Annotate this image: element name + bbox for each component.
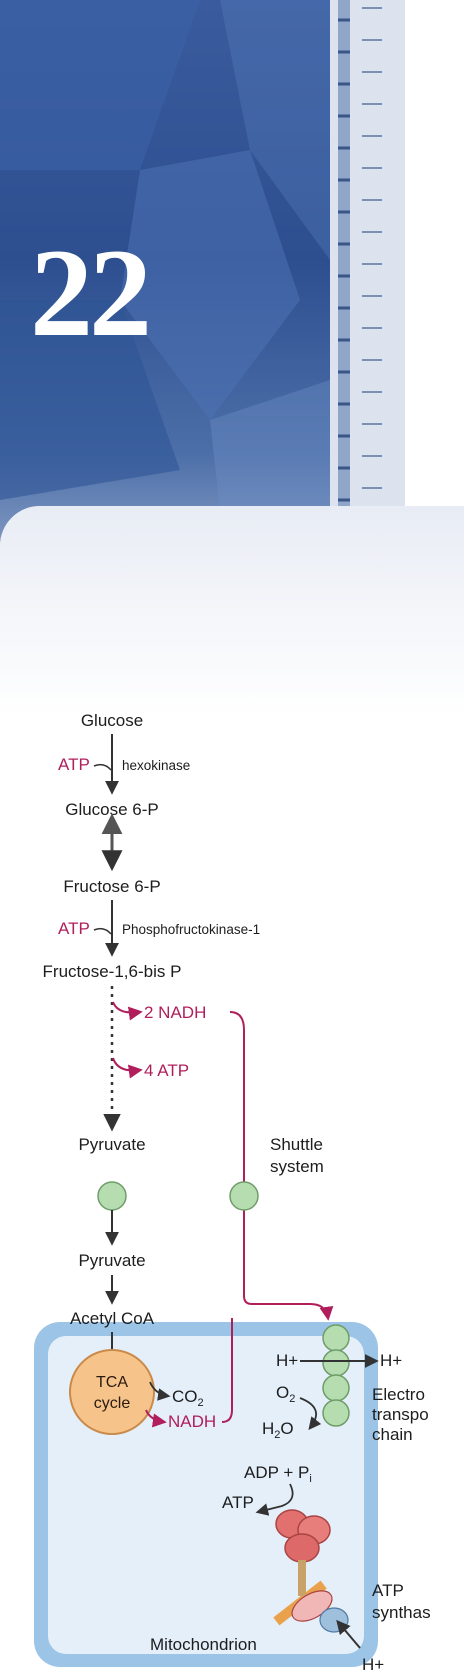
fructose-bisp-label: Fructose-1,6-bis P [43,962,182,981]
nadh-to-etc-path [221,1318,233,1423]
fructose-6p-label: Fructose 6-P [63,877,160,896]
atp-4-label: 4 ATP [144,1061,189,1080]
mitochondrion-label: Mitochondrion [150,1635,257,1654]
pfk1-label: Phosphofructokinase-1 [122,922,260,937]
etc-label-3: chain [372,1425,413,1444]
shuttle-label-1: Shuttle [270,1135,323,1154]
etc-complex-1 [322,1324,350,1352]
atp-hexokinase-label: ATP [58,755,90,774]
pyruvate-transporter [97,1181,127,1211]
atp-synthase-label-1: ATP [372,1581,404,1600]
pyruvate-matrix-label: Pyruvate [78,1251,145,1270]
atp-4-branch-arrow [112,1057,143,1079]
o2-label: O2 [276,1383,295,1405]
tca-label-2: cycle [94,1395,131,1412]
nadh-matrix-label: NADH [168,1412,216,1431]
acetyl-coa-label: Acetyl CoA [70,1309,155,1328]
arrow-tca-to-nadh [145,1409,167,1428]
arrow-tca-to-co2 [149,1381,171,1401]
etc-complex-4 [322,1399,350,1427]
shuttle-label-2: system [270,1157,324,1176]
arrow-adp-to-atp [255,1483,294,1516]
atp-matrix-label: ATP [222,1493,254,1512]
etc-label-1: Electro [372,1385,425,1404]
atp-synthase [273,1509,349,1633]
etc-label-2: transpo [372,1405,429,1424]
tca-cycle [69,1349,155,1435]
atp-pfk-label: ATP [58,919,90,938]
nadh-branch-arrow [112,1001,143,1021]
h-plus-bottom-label: H+ [362,1655,384,1674]
glucose-label: Glucose [81,711,143,730]
adp-pi-label: ADP + Pi [244,1463,312,1485]
atp-pfk-arrow [93,927,112,935]
h2o-label: H2O [262,1419,294,1441]
arrow-proton-return [336,1619,361,1649]
h-plus-outside-label: H+ [380,1351,402,1370]
tca-label-1: TCA [96,1374,128,1391]
hexokinase-label: hexokinase [122,758,190,773]
arrow-o2-to-h2o [299,1397,322,1430]
etc-complex-3 [322,1374,350,1402]
chapter-number: 22 [30,224,152,363]
atp-hexokinase-arrow [93,763,112,771]
panel-shade [0,506,464,716]
pyruvate-cytosol-label: Pyruvate [78,1135,145,1154]
nadh-2-label: 2 NADH [144,1003,206,1022]
glucose-6p-label: Glucose 6-P [65,800,159,819]
atp-synthase-label-2: synthas [372,1603,431,1622]
nadh-shuttle-path [229,1011,334,1321]
co2-label: CO2 [172,1387,204,1409]
shuttle-transporter [229,1181,259,1211]
etc-complex-2 [322,1349,350,1377]
h-plus-matrix-label: H+ [276,1351,298,1370]
